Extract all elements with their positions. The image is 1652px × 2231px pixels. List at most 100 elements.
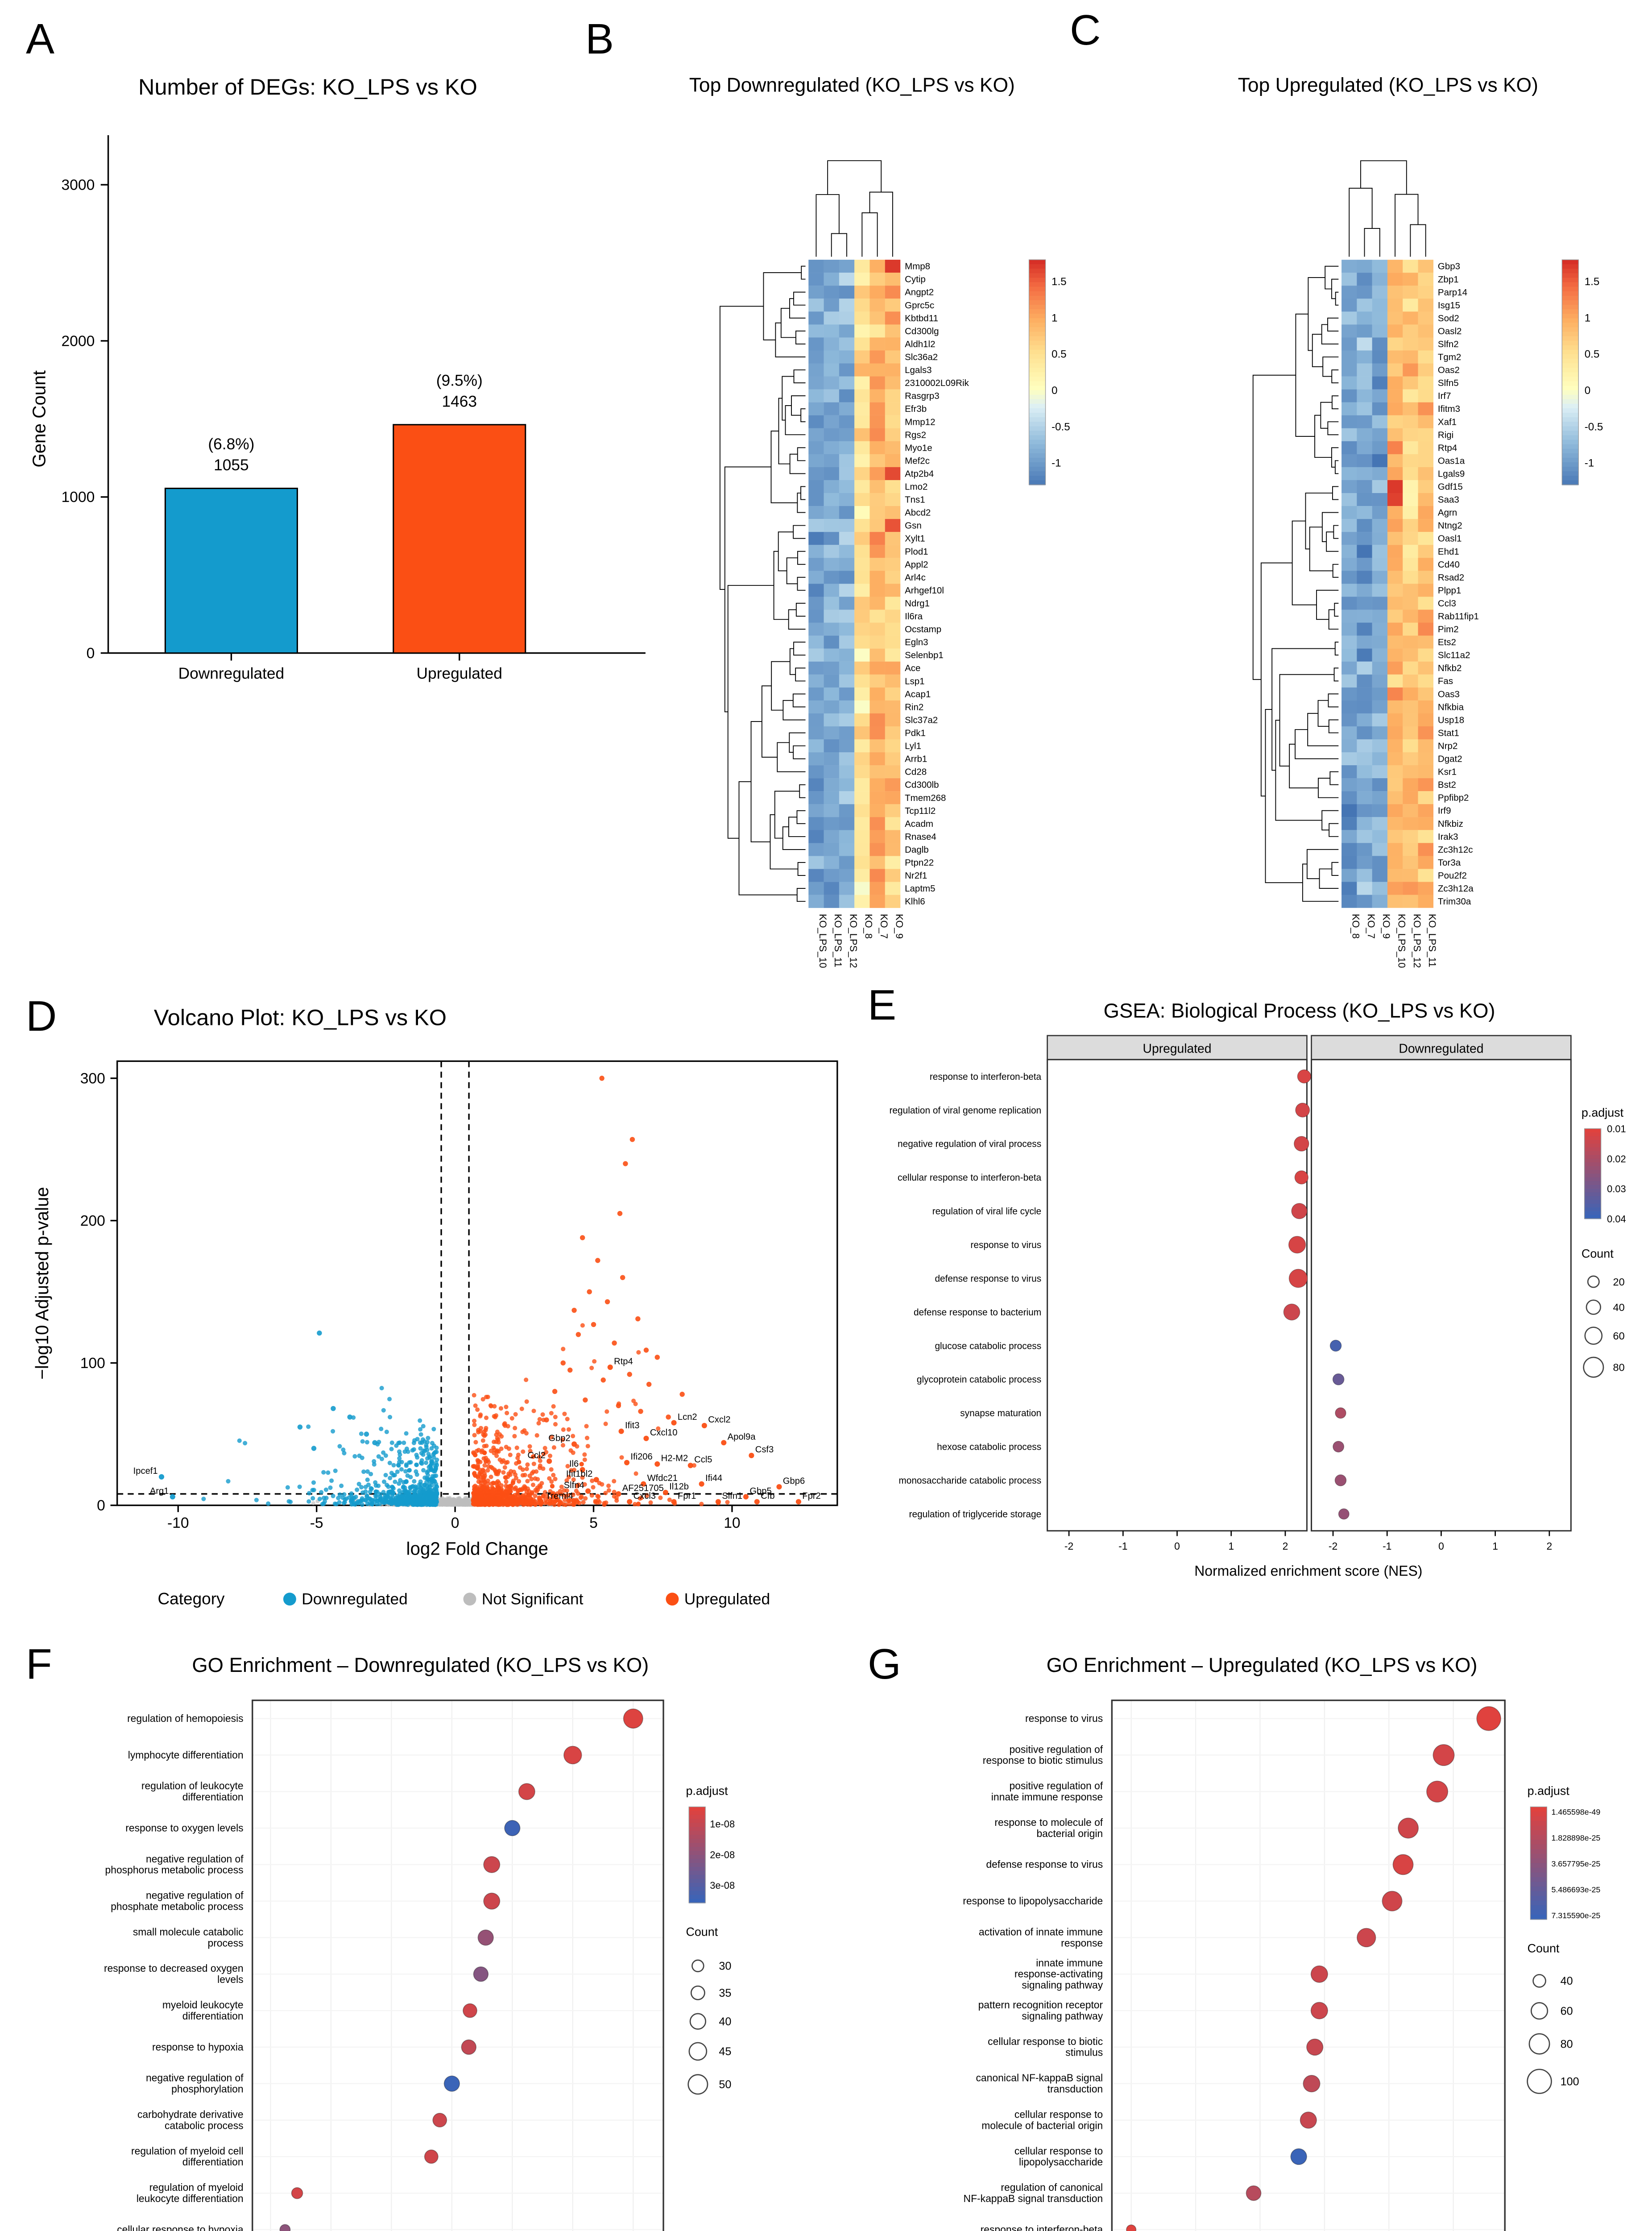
heatmap-cell xyxy=(1387,856,1403,869)
heatmap-cell xyxy=(808,804,824,817)
p-adjust-gradient-segment xyxy=(689,1858,706,1863)
volcano-point xyxy=(580,1475,585,1480)
legend-dot xyxy=(463,1592,476,1606)
volcano-point xyxy=(564,1478,569,1483)
heatmap-cell xyxy=(1357,661,1372,675)
volcano-point xyxy=(585,1488,591,1494)
heatmap-cell xyxy=(824,286,840,299)
heatmap-cell xyxy=(1372,882,1388,895)
p-adjust-gradient-segment xyxy=(1584,1211,1601,1215)
volcano-point xyxy=(549,1411,554,1416)
heatmap-cell xyxy=(1387,286,1403,299)
p-adjust-gradient-segment xyxy=(689,1879,706,1883)
p-adjust-gradient-segment xyxy=(1530,1887,1547,1892)
heatmap-cell xyxy=(1403,843,1418,856)
volcano-point xyxy=(623,1161,628,1166)
heatmap-cell xyxy=(869,700,885,714)
heatmap-cell xyxy=(1372,273,1388,286)
p-adjust-gradient-segment xyxy=(1584,1207,1601,1212)
term-label: levels xyxy=(217,1974,243,1985)
heatmap-cell xyxy=(885,674,901,688)
gene-label: Slc11a2 xyxy=(1438,650,1470,660)
heatmap-cell xyxy=(808,752,824,766)
dendrogram-link xyxy=(761,685,778,758)
heatmap-cell xyxy=(854,830,870,843)
term-label: monosaccharide catabolic process xyxy=(898,1476,1041,1486)
volcano-point xyxy=(201,1497,206,1501)
colorbar-segment xyxy=(1029,327,1046,332)
x-tick-label: -10 xyxy=(167,1515,189,1531)
heatmap-cell xyxy=(808,610,824,623)
term-label: phosphorylation xyxy=(171,2083,243,2095)
colorbar-segment xyxy=(1029,354,1046,359)
colorbar-segment xyxy=(1029,440,1046,445)
heatmap-cell xyxy=(1372,480,1388,493)
volcano-point xyxy=(505,1500,510,1505)
volcano-point xyxy=(460,1501,464,1506)
heatmap-cell xyxy=(808,584,824,597)
sample-label: KO_LPS_10 xyxy=(1396,914,1407,968)
heatmap-cell xyxy=(1372,622,1388,636)
volcano-point xyxy=(432,1469,437,1474)
term-label: response-activating xyxy=(1014,1968,1103,1980)
gene-label: 2310002L09Rik xyxy=(905,378,969,388)
heatmap-cell xyxy=(854,687,870,701)
volcano-point xyxy=(418,1418,422,1423)
term-label: bacterial origin xyxy=(1036,1828,1103,1839)
volcano-point xyxy=(406,1490,410,1495)
gene-label: Slc37a2 xyxy=(905,715,938,725)
volcano-point xyxy=(593,1499,598,1504)
volcano-point xyxy=(538,1463,542,1468)
volcano-point xyxy=(429,1483,434,1488)
facet-label: Upregulated xyxy=(1143,1041,1212,1056)
heatmap-cell xyxy=(869,778,885,792)
dendrogram-link xyxy=(1316,589,1339,620)
heatmap-cell xyxy=(854,778,870,792)
dendrogram-link xyxy=(801,265,806,280)
volcano-point xyxy=(641,1481,646,1487)
colorbar-segment xyxy=(1562,381,1579,386)
volcano-point xyxy=(434,1494,439,1499)
volcano-point xyxy=(430,1459,435,1464)
colorbar-segment xyxy=(1029,381,1046,386)
heatmap-cell xyxy=(885,843,901,856)
heatmap-cell xyxy=(808,687,824,701)
dot xyxy=(473,1966,489,1982)
dot xyxy=(1382,1891,1403,1912)
volcano-point xyxy=(502,1465,507,1470)
volcano-point xyxy=(311,1501,315,1505)
volcano-gene-label: Fpr1 xyxy=(678,1491,696,1501)
volcano-point xyxy=(553,1422,558,1427)
volcano-point xyxy=(411,1447,416,1452)
x-tick-label: -2 xyxy=(1329,1540,1337,1552)
volcano-point xyxy=(587,1289,592,1294)
p-adjust-gradient-segment xyxy=(689,1883,706,1887)
gene-label: Slfn5 xyxy=(1438,378,1459,388)
colorbar-segment xyxy=(1562,368,1579,373)
heatmap-cell xyxy=(885,532,901,545)
heatmap-cell xyxy=(824,480,840,493)
heatmap-cell xyxy=(1403,402,1418,415)
volcano-point xyxy=(322,1496,327,1501)
volcano-point xyxy=(656,1426,661,1431)
heatmap-cell xyxy=(1418,856,1434,869)
volcano-point xyxy=(472,1422,477,1427)
dot xyxy=(1288,1269,1308,1288)
heatmap-cell xyxy=(1372,830,1388,843)
dendrogram-link xyxy=(796,888,806,902)
heatmap-cell xyxy=(839,519,855,532)
volcano-point xyxy=(541,1494,546,1499)
volcano-point xyxy=(379,1456,384,1461)
volcano-point xyxy=(356,1481,361,1486)
heatmap-cell xyxy=(839,545,855,558)
heatmap-cell xyxy=(869,558,885,571)
colorbar-segment xyxy=(1562,372,1579,377)
gene-label: Cd300lb xyxy=(905,780,939,790)
dendrogram-link xyxy=(1318,778,1339,798)
gene-label: Oas1a xyxy=(1438,456,1465,466)
volcano-point xyxy=(489,1448,493,1453)
volcano-point xyxy=(397,1488,402,1493)
volcano-point xyxy=(721,1440,727,1446)
dendrogram-link xyxy=(763,272,802,340)
heatmap-cell xyxy=(885,648,901,662)
